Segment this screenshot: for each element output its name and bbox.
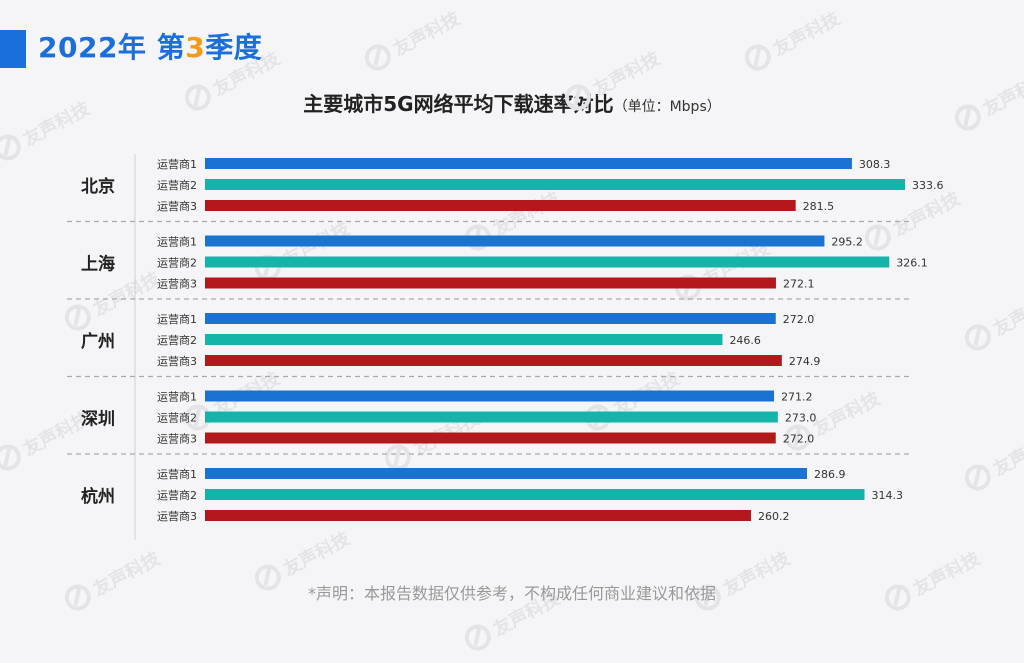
bar [205,179,905,190]
operator-tick-label: 运营商3 [157,199,197,213]
operator-tick-label: 运营商2 [157,178,197,192]
data-label: 246.6 [729,334,761,347]
operator-tick-label: 运营商3 [157,509,197,523]
data-label: 286.9 [814,468,846,481]
operator-tick-label: 运营商1 [157,312,197,326]
operator-tick-label: 运营商1 [157,390,197,404]
operator-tick-label: 运营商2 [157,256,197,270]
disclaimer: *声明：本报告数据仅供参考，不构成任何商业建议和依据 [307,584,716,603]
data-label: 326.1 [896,257,928,270]
quarter-number: 3 [185,31,206,64]
bar [205,411,778,423]
data-label: 295.2 [831,236,863,249]
quarter-suffix: 季度 [205,31,263,64]
operator-tick-label: 运营商2 [157,488,197,502]
bar [205,432,776,444]
city-label: 上海 [81,254,115,275]
operator-tick-label: 运营商3 [157,354,197,368]
bar [205,277,776,289]
operator-tick-label: 运营商3 [157,432,197,446]
operator-tick-label: 运营商2 [157,411,197,425]
operator-tick-label: 运营商1 [157,157,197,171]
data-label: 272.0 [783,313,815,326]
operator-tick-label: 运营商2 [157,333,197,347]
bar [205,390,775,402]
chart-unit: （单位：Mbps） [613,99,721,115]
city-label: 北京 [81,176,115,197]
bar [205,313,776,324]
chart-title: 主要城市5G网络平均下载速率对比（单位：Mbps） [0,88,1024,117]
quarter-prefix: 第 [156,31,186,64]
data-label: 281.5 [803,200,835,213]
operator-tick-label: 运营商1 [157,235,197,249]
bar [205,256,890,268]
operator-tick-label: 运营商3 [157,277,197,291]
bar [205,510,751,521]
bar [205,468,808,479]
city-label: 杭州 [81,486,115,507]
data-label: 308.3 [859,158,891,171]
bar [205,200,796,211]
data-label: 314.3 [872,489,904,502]
bar [205,489,865,500]
bar [205,158,852,169]
bar [205,334,723,345]
year-label: 2022年 [38,31,147,64]
bar [205,355,782,366]
bar [205,235,825,247]
operator-tick-label: 运营商1 [157,467,197,481]
data-label: 333.6 [912,179,944,192]
page-title: 2022年 第3季度 [38,28,262,68]
data-label: 273.0 [785,412,817,425]
data-label: 272.1 [783,278,815,291]
data-label: 274.9 [789,355,821,368]
data-label: 271.2 [781,391,813,404]
data-label: 260.2 [758,510,790,523]
data-label: 272.0 [783,433,815,446]
city-label: 深圳 [81,409,115,430]
city-label: 广州 [81,331,115,352]
header-accent-bar [0,30,26,68]
chart-title-text: 主要城市5G网络平均下载速率对比 [303,92,614,116]
